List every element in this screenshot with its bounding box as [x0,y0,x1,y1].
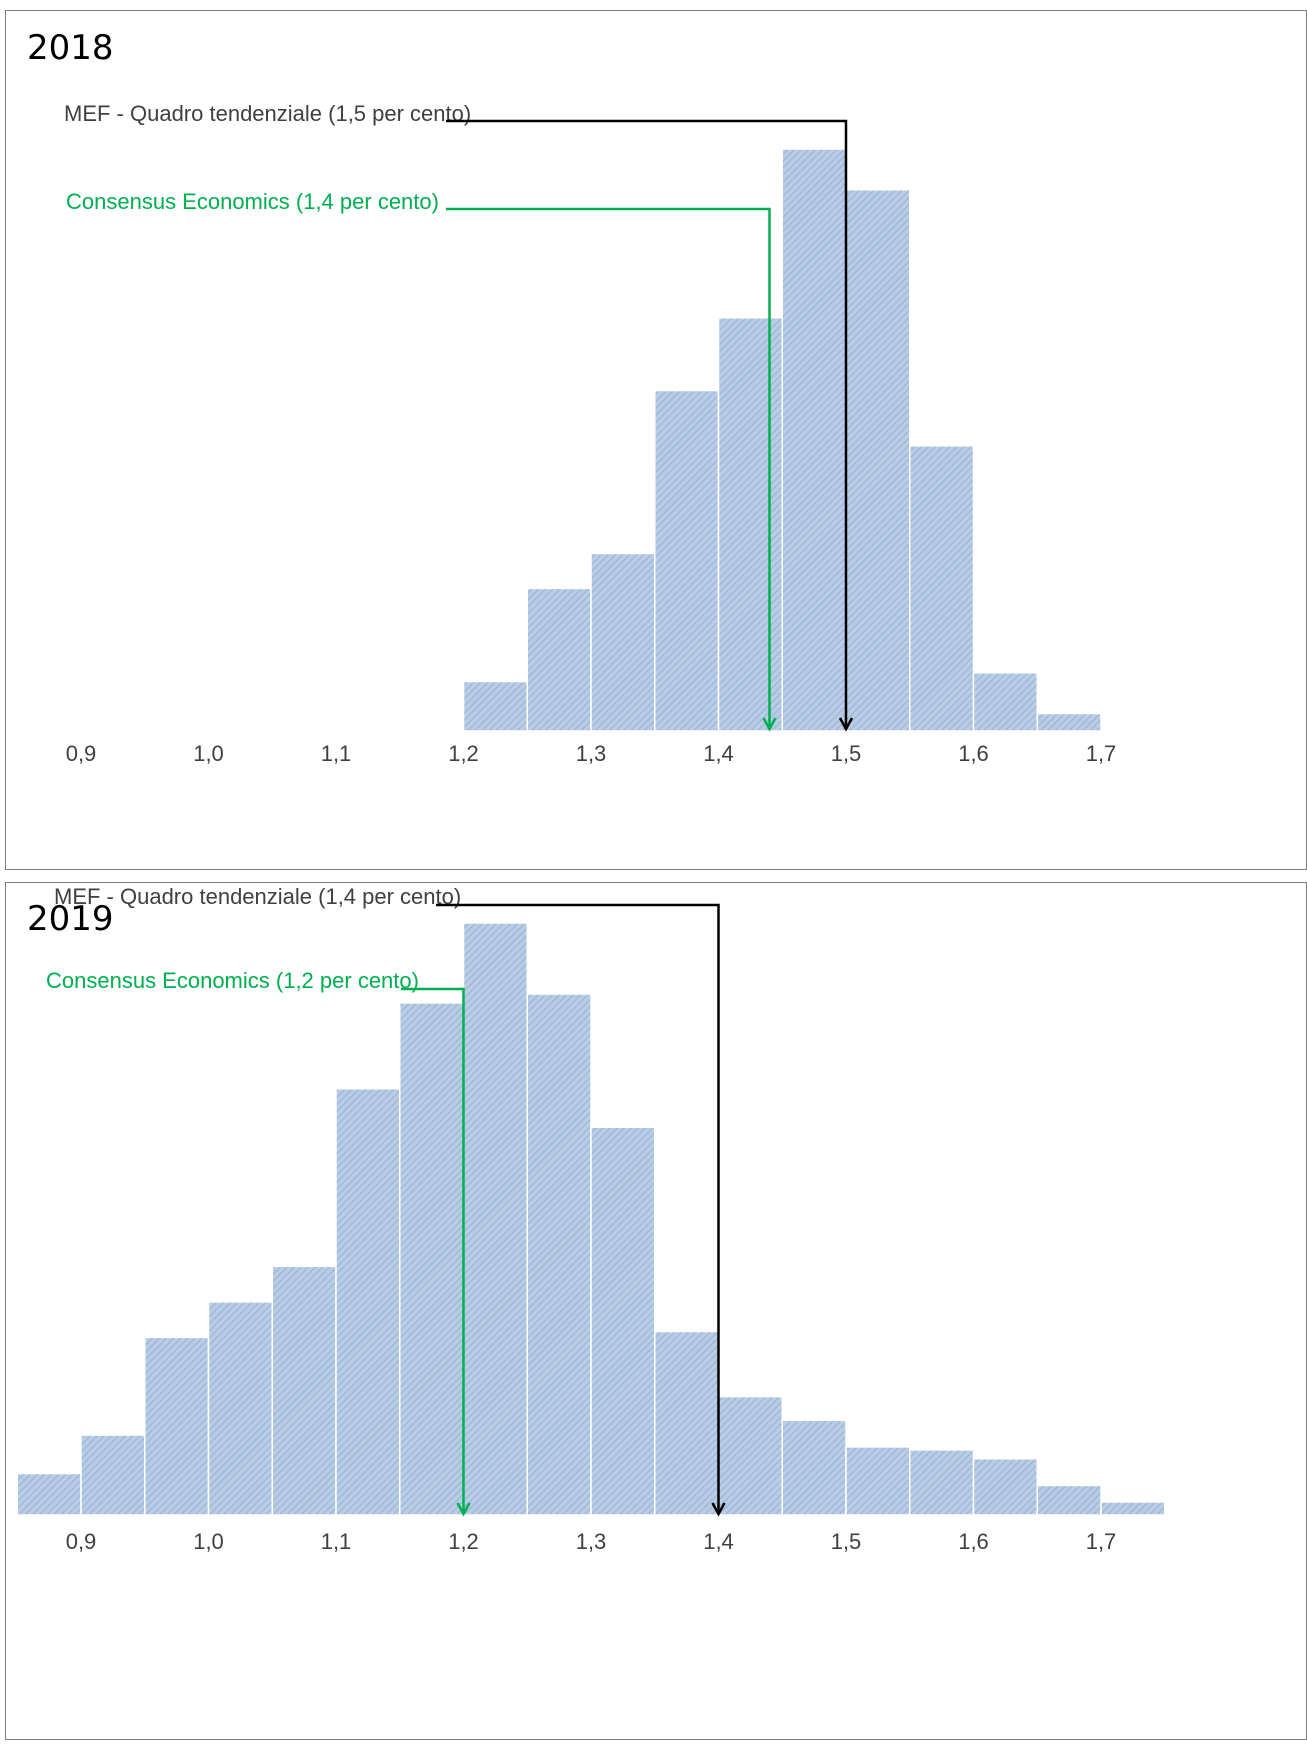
reference-label: MEF - Quadro tendenziale (1,5 per cento) [64,101,471,126]
x-tick-label: 0,9 [66,1529,97,1554]
histogram-bar [845,188,911,732]
x-tick-label: 1,3 [576,741,607,766]
x-tick-label: 1,6 [958,1529,989,1554]
histogram-bar [526,993,592,1516]
histogram-bar [1100,1501,1166,1516]
histogram-bar [781,148,847,732]
x-tick-label: 1,5 [831,741,862,766]
histogram-bar [654,1330,720,1516]
histogram-bar [781,1419,847,1516]
histogram-bar [1036,712,1102,732]
histogram-bar [972,1458,1038,1516]
histogram-bar [909,445,975,732]
histogram-bar [654,389,720,732]
histogram-bar [335,1088,401,1516]
histogram-bar [845,1446,911,1516]
chart-panel-2018: 2018 0,9 1,0 1,1 1,2 1,3 1,4 1,5 1,6 1,7 MEF - Q… [5,10,1307,870]
x-tick-label: 1,3 [576,1529,607,1554]
x-tick-label: 1,2 [448,1529,479,1554]
chart-title: 2018 [27,28,114,68]
histogram-bar [909,1449,975,1516]
x-tick-label: 1,4 [703,1529,734,1554]
x-tick-label: 1,0 [193,1529,224,1554]
reference-arrowhead [762,717,777,732]
histogram-bar [207,1301,273,1516]
reference-arrowhead [456,1502,471,1517]
histogram-bar [717,317,783,732]
x-tick-label: 1,7 [1086,1529,1117,1554]
chart-title: 2019 [27,899,114,939]
x-tick-label: 1,0 [193,741,224,766]
x-tick-label: 1,1 [321,741,352,766]
reference-line [436,903,720,1514]
reference-arrowhead [838,717,854,732]
histogram-2018: 2018 0,9 1,0 1,1 1,2 1,3 1,4 1,5 1,6 1,7 MEF - Q… [27,28,1117,766]
x-tick-label: 1,4 [703,741,734,766]
x-tick-label: 1,6 [958,741,989,766]
x-tick-label: 1,7 [1086,741,1117,766]
histogram-bar [271,1265,337,1516]
reference-line [401,987,465,1514]
histogram-bar [1036,1484,1102,1516]
histogram-bar [399,1002,465,1516]
x-tick-label: 0,9 [66,741,97,766]
x-tick-label: 1,1 [321,1529,352,1554]
histogram-bar [16,1472,82,1516]
histogram-bar [717,1395,783,1516]
chart-panel-2019: 2019 0,9 1,0 1,1 1,2 1,3 1,4 1,5 1,6 1,7 MEF - Q… [5,882,1307,1740]
histogram-bar [590,1126,656,1516]
x-tick-label: 1,2 [448,741,479,766]
histogram-bar [526,587,592,732]
reference-label: MEF - Quadro tendenziale (1,4 per cento) [54,884,461,909]
reference-label: Consensus Economics (1,4 per cento) [66,189,439,214]
histogram-bar [462,680,528,732]
histogram-bar [144,1336,210,1516]
histogram-bar [80,1434,146,1516]
reference-line [446,207,771,729]
reference-arrowhead [711,1502,726,1517]
histogram-bar [462,922,528,1516]
histogram-bar [972,672,1038,732]
histogram-bar [590,552,656,732]
reference-label: Consensus Economics (1,2 per cento) [46,968,419,993]
reference-line [446,119,848,729]
x-tick-label: 1,5 [831,1529,862,1554]
histogram-2019: 2019 0,9 1,0 1,1 1,2 1,3 1,4 1,5 1,6 1,7 MEF - Q… [16,884,1166,1554]
